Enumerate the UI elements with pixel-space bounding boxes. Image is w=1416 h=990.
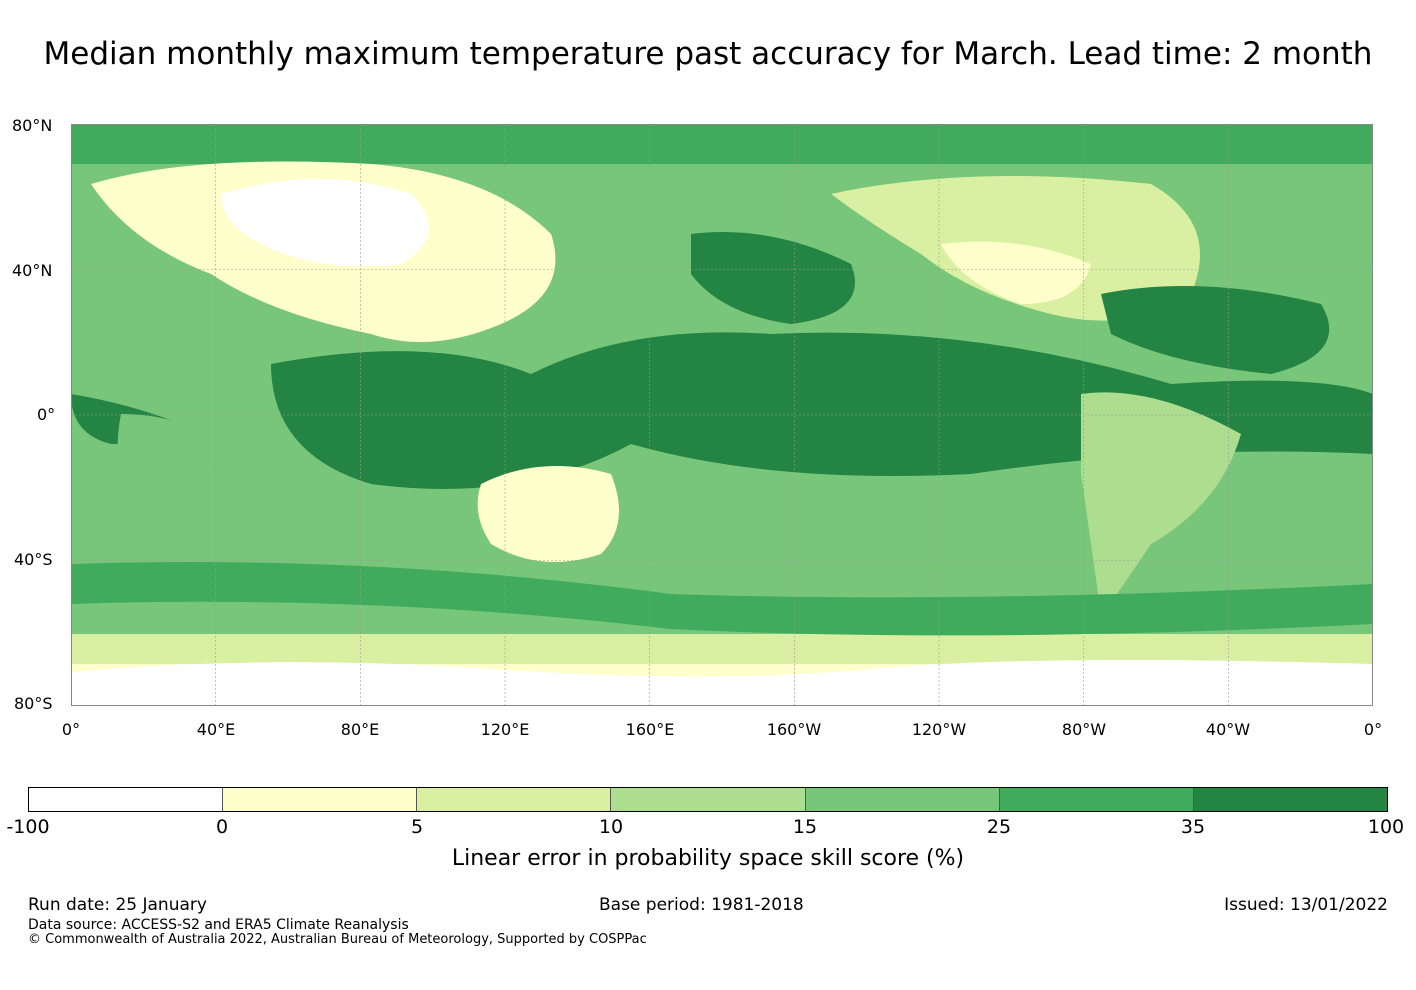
- lat-label: 80°N: [12, 116, 53, 135]
- copyright: © Commonwealth of Australia 2022, Austra…: [28, 932, 647, 947]
- antarctica-low-skill: [71, 660, 1373, 706]
- lon-label: 120°W: [911, 720, 967, 739]
- colorbar-segment: [223, 788, 418, 811]
- colorbar-label: Linear error in probability space skill …: [451, 846, 965, 871]
- map-svg: [71, 124, 1373, 706]
- colorbar-segment: [611, 788, 806, 811]
- colorbar-tick: 35: [1180, 816, 1206, 838]
- south-america-region: [1081, 392, 1241, 614]
- colorbar-tick: 15: [792, 816, 818, 838]
- southern-midlat-band: [71, 562, 1373, 636]
- colorbar-tick: 25: [986, 816, 1012, 838]
- colorbar-tick: 5: [410, 816, 424, 838]
- australia-region: [477, 466, 619, 562]
- africa-region: [117, 414, 221, 536]
- map-frame: [71, 124, 1373, 706]
- lat-label: 40°S: [14, 550, 53, 569]
- lon-label: 160°E: [625, 720, 675, 739]
- colorbar-segment: [999, 788, 1194, 811]
- siberia-low-skill: [221, 179, 429, 267]
- data-source: Data source: ACCESS-S2 and ERA5 Climate …: [28, 917, 409, 933]
- colorbar-tick: 100: [1367, 816, 1405, 838]
- issued-date: Issued: 13/01/2022: [1224, 895, 1388, 915]
- lon-label: 120°E: [480, 720, 530, 739]
- run-date: Run date: 25 January: [28, 895, 207, 915]
- colorbar-tick: 10: [598, 816, 624, 838]
- north-america-low-skill: [941, 241, 1091, 304]
- graticule: [71, 124, 1373, 706]
- lon-label: 40°W: [1205, 720, 1251, 739]
- lon-label: 160°W: [766, 720, 822, 739]
- colorbar-segment: [1193, 788, 1387, 811]
- chart-title: Median monthly maximum temperature past …: [43, 36, 1373, 72]
- north-atlantic-high-skill: [1101, 286, 1330, 374]
- north-pacific-high-skill: [691, 232, 855, 324]
- lon-label: 0°: [1363, 720, 1383, 739]
- lat-label: 80°S: [14, 694, 53, 713]
- base-period: Base period: 1981-2018: [599, 895, 804, 915]
- lon-label: 0°: [61, 720, 81, 739]
- colorbar: [28, 787, 1388, 812]
- colorbar-tick: -100: [6, 816, 50, 838]
- lon-label: 80°E: [340, 720, 380, 739]
- colorbar-segment: [29, 788, 224, 811]
- colorbar-segment: [417, 788, 612, 811]
- arctic-band: [71, 124, 1373, 164]
- lon-label: 40°E: [196, 720, 236, 739]
- lat-label: 40°N: [12, 261, 53, 280]
- colorbar-tick: 0: [215, 816, 229, 838]
- skill-score-map: [71, 124, 1373, 706]
- lon-label: 80°W: [1061, 720, 1107, 739]
- colorbar-segment: [805, 788, 1000, 811]
- lat-label: 0°: [37, 405, 56, 424]
